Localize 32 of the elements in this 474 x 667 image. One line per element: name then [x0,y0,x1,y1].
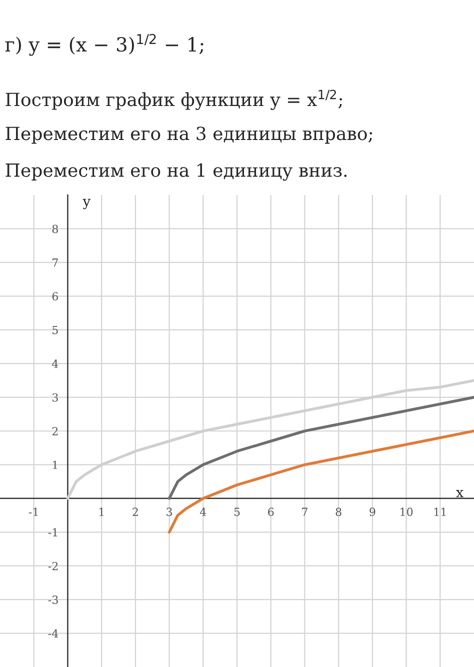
y-tick-label: -3 [48,596,58,604]
text: Построим график функции y = x$^{1/2}$; [6,90,342,110]
x-tick-label: 9 [370,508,376,516]
text: Переместим его на 1 единицу вниз. [6,163,347,181]
y-axis-title: y [82,198,91,210]
text: Переместим его на 3 единицы вправо; [6,126,372,144]
x-axis-title: x [456,490,464,498]
line-series [168,430,474,534]
y-tick-label: 2 [52,426,58,436]
x-tick-label: 7 [302,508,308,516]
x-tick-label: 2 [132,508,138,516]
x-tick-label: 8 [336,508,342,516]
line-series [168,396,474,500]
x-tick-label: 11 [434,508,446,516]
x-tick-label: 10 [400,508,413,516]
chart-title: г) y = (x − 3)$^{1/2}$ − 1; [5,34,204,56]
y-tick-label: 3 [52,393,58,402]
y-tick-label: -4 [48,629,58,638]
y-tick-label: 5 [52,326,58,334]
y-tick-label: -1 [48,528,58,536]
y-tick-label: -2 [48,562,58,570]
y-tick-label: 1 [52,460,58,469]
y-tick-label: 8 [52,224,58,234]
x-tick-label: 3 [166,508,172,516]
x-tick-label: 4 [200,508,206,516]
y-tick-label: 6 [52,292,58,301]
y-tick-label: 7 [52,258,58,267]
x-tick-label: -1 [28,508,38,516]
y-tick-label: 4 [52,360,58,368]
x-tick-label: 6 [268,508,274,516]
x-tick-label: 1 [99,508,104,516]
x-tick-label: 5 [234,508,240,516]
